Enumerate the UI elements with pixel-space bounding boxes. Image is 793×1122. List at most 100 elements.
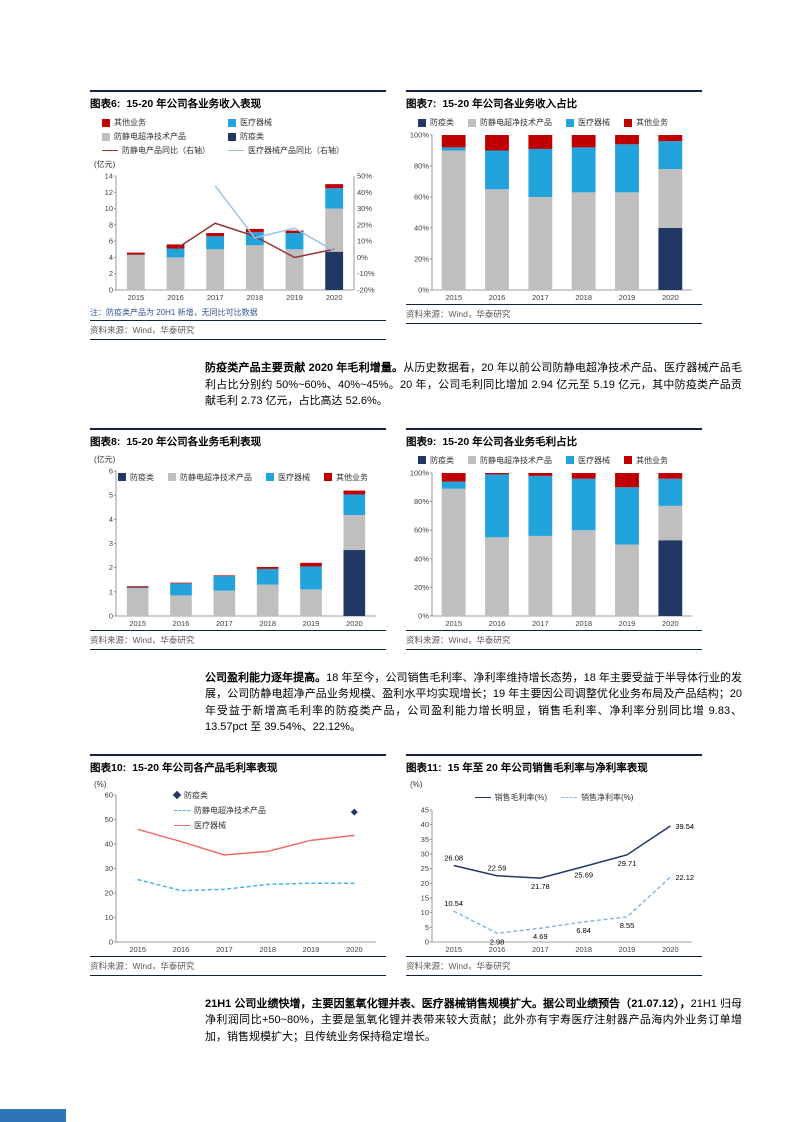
figure-11-header: 图表11: 15 年至 20 年公司销售毛利率与净利率表现 bbox=[406, 753, 702, 778]
svg-text:100%: 100% bbox=[410, 468, 430, 477]
svg-text:20: 20 bbox=[421, 878, 429, 887]
svg-text:2016: 2016 bbox=[167, 293, 184, 302]
svg-text:2017: 2017 bbox=[532, 619, 549, 628]
legend-label: 销售毛利率(%) bbox=[494, 792, 547, 802]
figure-caption: 15 年至 20 年公司销售毛利率与净利率表现 bbox=[447, 761, 648, 774]
svg-text:0: 0 bbox=[109, 937, 113, 946]
chart-plot: 0 5 10 15 20 25 30 35 40 45 2015 2016 2017 2018 2019 20… bbox=[406, 804, 702, 956]
figure-source: 资料来源：Wind，华泰研究 bbox=[90, 320, 386, 340]
legend-swatch bbox=[168, 473, 176, 481]
svg-text:4: 4 bbox=[109, 514, 113, 523]
chart-legend: 防疫类 防静电超净技术产品 医疗器械 其他业务 bbox=[406, 114, 702, 129]
figure-source: 资料来源：Wind，华泰研究 bbox=[406, 304, 702, 324]
figure-caption: 15-20 年公司各业务毛利占比 bbox=[442, 435, 578, 448]
svg-text:2.98: 2.98 bbox=[490, 937, 505, 946]
svg-text:10: 10 bbox=[421, 908, 429, 917]
svg-text:40: 40 bbox=[105, 839, 113, 848]
svg-text:60%: 60% bbox=[414, 525, 429, 534]
svg-text:29.71: 29.71 bbox=[618, 858, 637, 867]
chart-canvas: 0 5 10 15 20 25 30 35 40 45 2015 2016 2017 2018 2019 20… bbox=[421, 805, 694, 954]
legend-swatch bbox=[418, 118, 426, 127]
legend-item: 其他业务 bbox=[624, 455, 668, 466]
legend-item: 销售净利率(%) bbox=[561, 792, 633, 803]
paragraph-1: 防疫类产品主要贡献 2020 年毛利增量。从历史数据看，20 年以前公司防静电超… bbox=[205, 360, 742, 410]
svg-text:2017: 2017 bbox=[532, 293, 549, 302]
figure-row-1: 图表6: 15-20 年公司各业务收入表现 其他业务 医疗器械 防静电超净技术产品 防疫… bbox=[90, 90, 702, 340]
legend-label: 防疫类 bbox=[130, 472, 154, 482]
legend-item: 防静电超净技术产品 bbox=[468, 455, 552, 466]
svg-text:2017: 2017 bbox=[216, 945, 233, 954]
svg-text:2018: 2018 bbox=[575, 293, 592, 302]
axis-unit-label: (%) bbox=[94, 779, 107, 789]
legend-label: 防静电超净技术产品 bbox=[194, 805, 266, 815]
legend-item: 销售毛利率(%) bbox=[474, 792, 547, 803]
legend-label: 防静电超净技术产品 bbox=[480, 118, 552, 127]
legend-label: 防静电超净技术产品 bbox=[114, 132, 186, 141]
legend-item: 医疗器械 bbox=[266, 472, 310, 483]
svg-text:2: 2 bbox=[109, 269, 113, 278]
figure-6: 图表6: 15-20 年公司各业务收入表现 其他业务 医疗器械 防静电超净技术产品 防疫… bbox=[90, 90, 386, 340]
legend-label: 防疫类 bbox=[430, 455, 454, 465]
svg-text:6: 6 bbox=[109, 466, 113, 475]
figure-source: 资料来源：Wind，华泰研究 bbox=[90, 955, 386, 976]
svg-text:-10%: -10% bbox=[357, 269, 375, 278]
svg-text:0%: 0% bbox=[418, 611, 429, 620]
chart-legend: 销售毛利率(%) 销售净利率(%) bbox=[406, 789, 702, 804]
figure-source: 资料来源：Wind，华泰研究 bbox=[90, 629, 386, 650]
chart-legend: 防疫类 防静电超净技术产品 医疗器械 bbox=[172, 790, 266, 831]
legend-item: 医疗器械 bbox=[174, 820, 226, 831]
legend-item: 防疫类 bbox=[418, 455, 454, 466]
paragraph-text: 从历史数据看，20 年以前公司防静电超净技术产品、医疗器械产品毛利占比分别约 5… bbox=[205, 362, 742, 407]
legend-label: 医疗器械 bbox=[578, 455, 610, 465]
legend-swatch bbox=[118, 473, 126, 481]
legend-label: 销售净利率(%) bbox=[581, 792, 634, 802]
legend-swatch bbox=[624, 456, 632, 464]
svg-text:2020: 2020 bbox=[662, 619, 679, 628]
chart-plot: 0% 20% 40% 60% 80% 100% 2015 2016 2017 2018 2019 20… bbox=[406, 129, 702, 304]
paragraph-text: 18 年至今，公司销售毛利率、净利率维持增长态势，18 年主要受益于半导体行业的… bbox=[205, 671, 743, 734]
chart-plot: 0 2 4 6 8 10 12 14 -20% -10% 0% 10% 20% 30% 40% 50% 2015… bbox=[90, 170, 386, 304]
figure-id: 图表9: bbox=[406, 435, 437, 448]
svg-text:2015: 2015 bbox=[445, 945, 462, 954]
svg-text:25.69: 25.69 bbox=[574, 870, 593, 879]
svg-text:12: 12 bbox=[105, 188, 113, 197]
legend-label: 医疗器械产品同比（右轴） bbox=[248, 146, 344, 155]
figure-9-header: 图表9: 15-20 年公司各业务毛利占比 bbox=[406, 427, 702, 452]
legend-label: 防疫类 bbox=[430, 118, 454, 127]
legend-item: 其他业务 bbox=[324, 472, 368, 483]
svg-text:10%: 10% bbox=[357, 237, 372, 246]
svg-text:20: 20 bbox=[105, 888, 113, 897]
chart-plot: 0% 20% 40% 60% 80% 100% 2015 2016 2017 2018 2019 20… bbox=[406, 467, 702, 630]
legend-item: 防疫类 bbox=[418, 117, 454, 128]
svg-text:2017: 2017 bbox=[207, 293, 224, 302]
figure-7-header: 图表7: 15-20 年公司各业务收入占比 bbox=[406, 90, 702, 114]
svg-text:40: 40 bbox=[421, 820, 429, 829]
svg-text:2015: 2015 bbox=[127, 293, 144, 302]
svg-text:2016: 2016 bbox=[489, 945, 506, 954]
legend-swatch bbox=[174, 809, 190, 811]
svg-text:45: 45 bbox=[421, 805, 429, 814]
legend-item: 防静电超净技术产品 bbox=[168, 472, 252, 483]
svg-text:80%: 80% bbox=[414, 162, 429, 171]
svg-text:2018: 2018 bbox=[246, 293, 263, 302]
svg-text:2015: 2015 bbox=[129, 945, 146, 954]
svg-text:15: 15 bbox=[421, 893, 429, 902]
svg-text:0: 0 bbox=[425, 937, 429, 946]
figure-caption: 15-20 年公司各业务毛利表现 bbox=[126, 435, 262, 448]
svg-text:30: 30 bbox=[105, 864, 113, 873]
svg-text:0%: 0% bbox=[357, 253, 368, 262]
svg-text:2020: 2020 bbox=[662, 945, 679, 954]
svg-text:0%: 0% bbox=[418, 286, 429, 295]
legend-swatch bbox=[228, 132, 236, 141]
figure-10-header: 图表10: 15-20 年公司各产品毛利率表现 bbox=[90, 753, 386, 778]
figure-11: 图表11: 15 年至 20 年公司销售毛利率与净利率表现 (%) 销售毛利率(%… bbox=[406, 753, 702, 976]
svg-text:80%: 80% bbox=[414, 497, 429, 506]
figure-note: 注：防疫类产品为 20H1 新增，无同比可比数据 bbox=[90, 308, 258, 317]
figure-7-chart-area: 防疫类 防静电超净技术产品 医疗器械 其他业务 0% 20% 40% 60% 80% 100% 2… bbox=[406, 114, 702, 304]
legend-swatch bbox=[102, 132, 110, 141]
figure-9-chart-area: 防疫类 防静电超净技术产品 医疗器械 其他业务 0% 20% 40% 60% 80% 100% 2… bbox=[406, 452, 702, 630]
svg-text:2018: 2018 bbox=[259, 619, 276, 628]
legend-swatch bbox=[418, 456, 426, 464]
figure-row-3: 图表10: 15-20 年公司各产品毛利率表现 (%) 防疫类 防静电超净技术产品医… bbox=[90, 753, 702, 976]
chart-canvas: 0 2 4 6 8 10 12 14 -20% -10% 0% 10% 20% 30% 40% 50% 2015… bbox=[105, 172, 375, 303]
